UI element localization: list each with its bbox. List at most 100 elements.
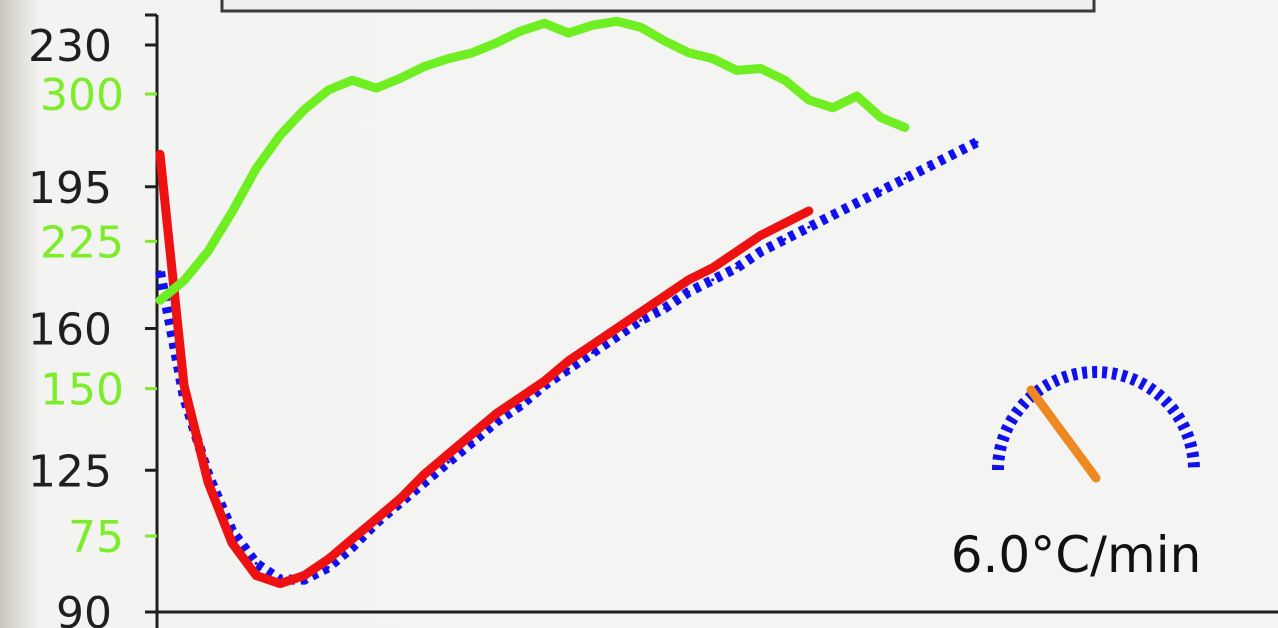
series-point [495,420,498,423]
series-point [327,89,330,92]
series-point [735,250,738,253]
series-point [759,234,762,237]
series-point [639,311,642,314]
series-point [471,51,474,54]
series-point [663,307,666,310]
series-point [231,210,234,213]
series-point [855,201,858,204]
series-point [471,432,474,435]
series-point [831,214,834,217]
series-point [879,116,882,119]
series-point [735,266,738,269]
series-point [591,351,594,354]
series-point [855,94,858,97]
series-point [807,210,810,213]
series-point [807,98,810,101]
series-point [759,67,762,70]
series-point [615,335,618,338]
series-point [519,404,522,407]
series-point [279,134,282,137]
series-point [711,278,714,281]
series-point [831,106,834,109]
series-point [279,582,282,585]
top-box [222,0,1094,11]
series-point [711,57,714,60]
series-point [807,226,810,229]
series-point [567,359,570,362]
series-point [375,517,378,520]
series-point [495,412,498,415]
series-point [375,87,378,90]
series-point [903,177,906,180]
series-point [495,41,498,44]
series-point [783,222,786,225]
series-point [303,574,306,577]
series-layer [159,20,979,585]
secondary-tick-label: 225 [40,217,124,268]
series-point [351,546,354,549]
series-point [927,165,930,168]
secondary-tick-label: 300 [40,70,124,121]
series-point [351,79,354,82]
secondary-tick-label: 75 [68,512,124,563]
series-point [759,250,762,253]
series-point [543,380,546,383]
series-point [447,453,450,456]
series-point [783,238,786,241]
series-point [183,384,186,387]
series-point [303,108,306,111]
series-point [879,189,882,192]
series-point [255,167,258,170]
series-point [423,65,426,68]
series-point [255,562,258,565]
series-point [159,299,162,302]
series-point [183,279,186,282]
series-point [327,566,330,569]
left-tick-label: 125 [28,446,112,497]
series-point [351,538,354,541]
series-point [159,270,162,273]
series-point [327,558,330,561]
series-point [615,20,618,23]
series-point [519,396,522,399]
series-line-red [160,154,809,583]
series-point [207,250,210,253]
rate-label: 6.0°C/min [951,526,1202,584]
series-point [207,481,210,484]
series-point [255,574,258,577]
rate-gauge [998,372,1194,478]
series-point [687,291,690,294]
series-point [543,22,546,25]
left-tick-label: 195 [28,163,112,214]
series-point [976,141,979,144]
series-point [783,79,786,82]
series-point [639,319,642,322]
gauge-needle [1031,390,1096,478]
series-point [423,473,426,476]
series-point [951,153,954,156]
series-line-green [160,21,905,300]
series-point [231,542,234,545]
series-point [399,497,402,500]
series-point [567,368,570,371]
series-point [159,153,162,156]
series-point [447,461,450,464]
gauge-arc [998,372,1194,470]
series-point [471,440,474,443]
series-point [591,24,594,27]
series-point [447,57,450,60]
series-point [615,327,618,330]
series-point [711,266,714,269]
series-point [687,51,690,54]
series-point [663,295,666,298]
series-point [639,26,642,29]
series-point [735,69,738,72]
series-point [567,32,570,35]
secondary-tick-label: 150 [40,365,124,416]
series-point [663,39,666,42]
series-point [519,30,522,33]
left-tick-label: 90 [56,588,112,628]
series-point [399,77,402,80]
series-point [591,343,594,346]
